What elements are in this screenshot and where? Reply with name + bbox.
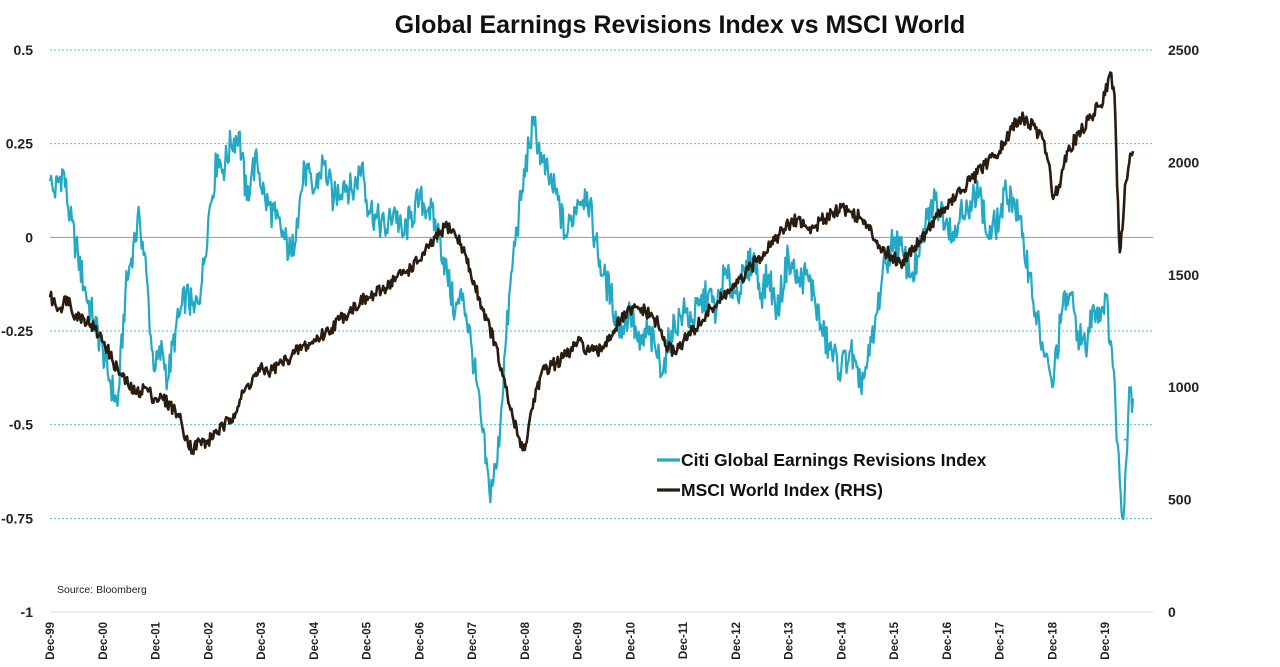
- chart-title: Global Earnings Revisions Index vs MSCI …: [395, 11, 966, 39]
- y-right-tick-label: 1500: [1168, 267, 1199, 283]
- x-tick-label: Dec-00: [98, 622, 110, 660]
- y-left-tick-label: 0.25: [6, 136, 33, 152]
- x-tick-label: Dec-17: [995, 622, 1007, 660]
- y-right-tick-label: 2000: [1168, 154, 1199, 170]
- y-left-tick-label: -0.5: [9, 417, 33, 433]
- y-axis-right: 2500 2000 1500 1000 500 0: [1168, 42, 1199, 620]
- x-tick-label: Dec-05: [362, 621, 374, 659]
- x-tick-label: Dec-99: [45, 622, 57, 660]
- y-left-tick-label: -1: [21, 604, 34, 620]
- x-tick-label: Dec-02: [203, 622, 215, 660]
- x-tick-label: Dec-08: [520, 621, 532, 659]
- x-tick-label: Dec-14: [836, 621, 848, 659]
- series-lines: [48, 71, 1135, 521]
- series-line-msci-world: [48, 71, 1135, 456]
- series-line-earnings-revisions: [48, 115, 1135, 521]
- zero-line: [50, 236, 1153, 613]
- legend-label: MSCI World Index (RHS): [681, 480, 883, 500]
- x-tick-label: Dec-01: [151, 621, 163, 659]
- y-right-tick-label: 0: [1168, 604, 1176, 620]
- x-tick-label: Dec-03: [256, 622, 268, 660]
- x-tick-label: Dec-12: [731, 622, 743, 660]
- y-left-tick-label: -0.75: [1, 510, 33, 526]
- grid-lines: [50, 49, 1153, 519]
- x-tick-label: Dec-15: [889, 621, 901, 659]
- x-tick-label: Dec-10: [625, 622, 637, 660]
- legend-label: Citi Global Earnings Revisions Index: [681, 450, 987, 470]
- x-axis: Dec-99 Dec-00 Dec-01 Dec-02 Dec-03 Dec-04 Dec-…: [45, 621, 1112, 659]
- y-left-tick-label: 0: [25, 229, 33, 245]
- y-left-tick-label: 0.5: [14, 42, 34, 58]
- x-tick-label: Dec-18: [1047, 621, 1059, 659]
- x-tick-label: Dec-16: [942, 622, 954, 660]
- legend: Citi Global Earnings Revisions Index MSCI…: [657, 450, 987, 500]
- y-right-tick-label: 1000: [1168, 379, 1199, 395]
- x-tick-label: Dec-07: [467, 622, 479, 660]
- x-tick-label: Dec-04: [309, 621, 321, 659]
- x-tick-label: Dec-19: [1100, 622, 1112, 660]
- y-left-tick-label: -0.25: [1, 323, 33, 339]
- x-tick-label: Dec-09: [573, 622, 585, 660]
- y-right-tick-label: 2500: [1168, 42, 1199, 58]
- y-right-tick-label: 500: [1168, 492, 1192, 508]
- x-tick-label: Dec-06: [414, 622, 426, 660]
- x-tick-label: Dec-13: [784, 622, 796, 660]
- source-note: Source: Bloomberg: [57, 584, 147, 596]
- y-axis-left: 0.5 0.25 0 -0.25 -0.5 -0.75 -1: [1, 42, 33, 620]
- x-tick-label: Dec-11: [678, 621, 690, 659]
